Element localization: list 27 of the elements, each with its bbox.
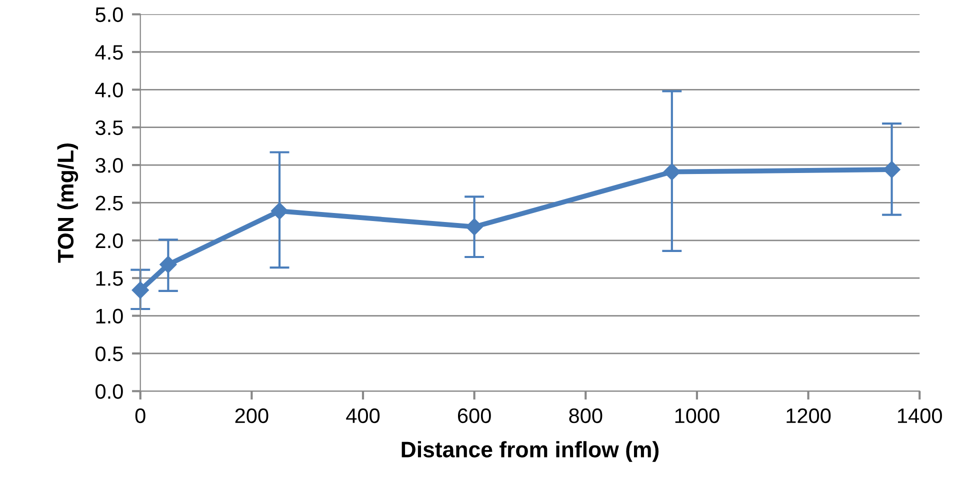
x-axis-title: Distance from inflow (m) [402,441,659,462]
x-tick-label: 400 [346,408,380,424]
y-tick-label: 2.0 [96,233,123,248]
y-tick-label: 3.5 [96,120,123,136]
y-tick-label: 4.5 [95,45,123,60]
x-tick-label: 1000 [675,408,720,424]
y-tick-label: 4.0 [95,82,123,98]
point [663,163,680,180]
y-tick-label: 0.0 [96,384,123,399]
point [160,256,177,274]
x-tick-label: 800 [569,408,602,424]
y-tick-label: 2.5 [96,196,123,210]
y-tick-label: 1.5 [96,271,123,286]
point [466,218,483,236]
x-tick-label: 1400 [898,408,942,424]
x-tick-label: 1200 [786,408,831,424]
point [132,282,149,299]
y-tick-label: 5.0 [96,7,123,22]
x-tick-label: 600 [458,408,491,424]
x-tick-label: 200 [235,408,268,424]
y-tick-label: 3.0 [96,158,123,173]
x-tick-label: 0 [135,408,146,424]
y-tick-label: 0.5 [96,346,123,362]
y-axis-title: TON (mg/L) [57,144,78,263]
y-tick-label: 1.0 [96,308,123,324]
point [270,202,288,220]
point [883,161,900,178]
